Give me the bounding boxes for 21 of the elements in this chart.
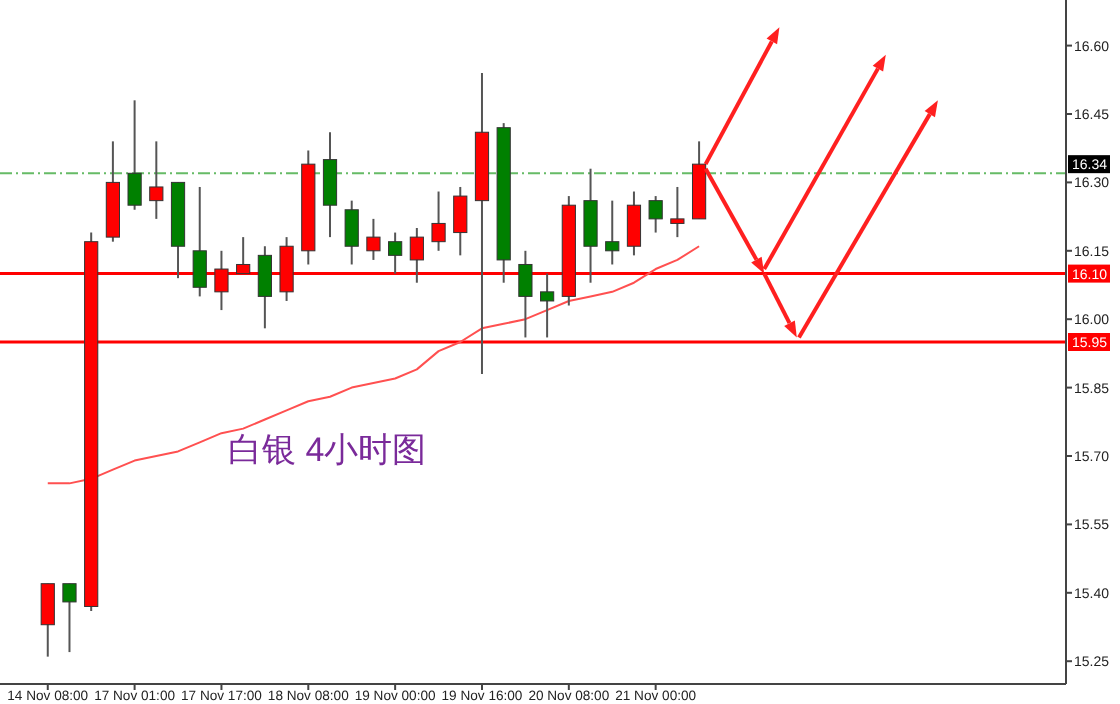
candlestick bbox=[583, 167, 598, 284]
candlestick bbox=[366, 217, 381, 261]
candlestick bbox=[192, 185, 207, 298]
candlestick bbox=[62, 582, 77, 654]
candlestick bbox=[257, 245, 272, 330]
candlestick bbox=[626, 190, 642, 257]
candlestick bbox=[344, 199, 359, 266]
line-series bbox=[46, 245, 701, 485]
candlestick bbox=[540, 272, 555, 339]
candlestick bbox=[127, 99, 142, 211]
candlestick bbox=[605, 199, 620, 266]
candlestick bbox=[518, 249, 533, 339]
candlestick bbox=[453, 185, 468, 257]
candlestick bbox=[388, 231, 403, 275]
candlestick bbox=[322, 131, 338, 239]
candlestick bbox=[670, 185, 685, 239]
candlestick bbox=[431, 190, 446, 252]
candlestick bbox=[648, 195, 663, 234]
annotation: 白银 4小时图 bbox=[227, 430, 427, 469]
candlestick bbox=[40, 582, 55, 658]
candlestick bbox=[149, 140, 164, 220]
